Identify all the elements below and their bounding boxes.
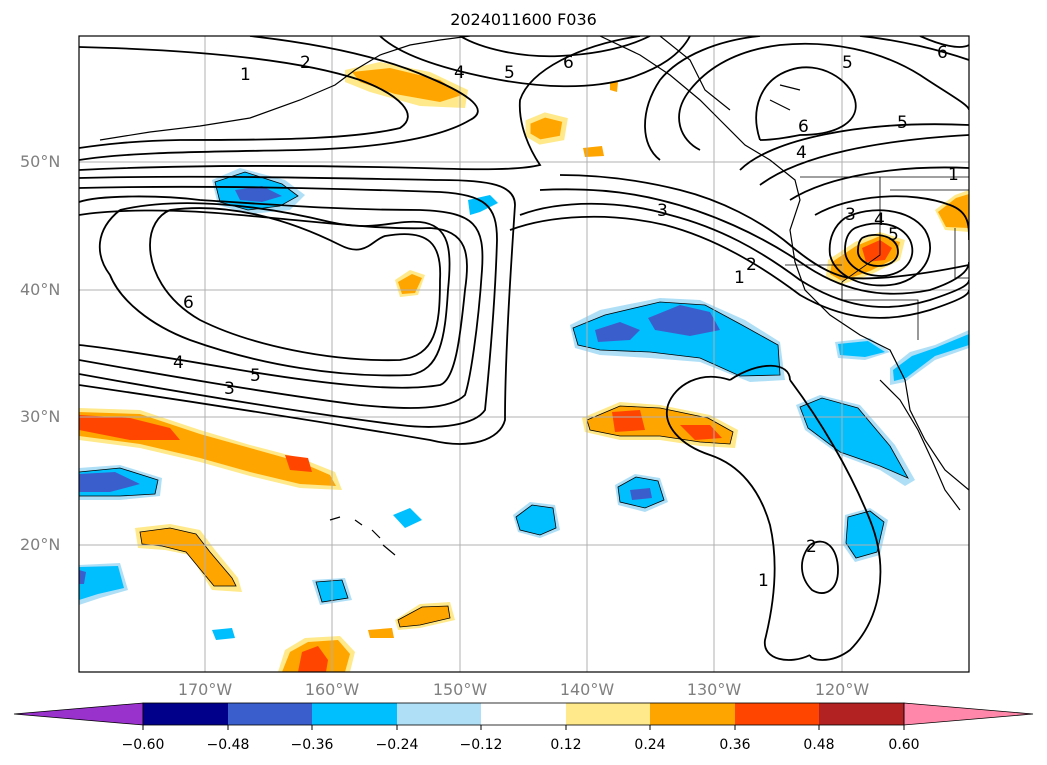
contour-label: 3 bbox=[657, 201, 668, 221]
lon-label: 150°W bbox=[432, 680, 488, 699]
borders bbox=[785, 176, 969, 340]
colorbar-extend-high bbox=[903, 702, 1034, 726]
colorbar-segment bbox=[397, 703, 481, 725]
colorbar-tick-label: 0.36 bbox=[719, 737, 751, 753]
colorbar-tick-label: −0.24 bbox=[375, 737, 419, 753]
anomaly-outlines bbox=[79, 171, 909, 628]
lon-label: 140°W bbox=[559, 680, 615, 699]
contour-label: 1 bbox=[734, 268, 745, 288]
contour-label: 6 bbox=[937, 43, 948, 63]
colorbar-tick-label: 0.60 bbox=[888, 737, 920, 753]
contour-label: 6 bbox=[798, 117, 809, 137]
colorbar-extend-low bbox=[13, 702, 144, 726]
contour-label: 6 bbox=[183, 293, 194, 313]
colorbar-segment bbox=[143, 703, 228, 725]
map-frame bbox=[78, 35, 970, 673]
contour-label: 1 bbox=[240, 65, 251, 85]
contour-label: 2 bbox=[806, 537, 817, 557]
colorbar-tick-label: 0.24 bbox=[634, 737, 666, 753]
contour-label: 5 bbox=[842, 53, 853, 73]
contour-label-group: 1 2 4 5 6 5 6 6 5 4 3 2 1 1 3 4 5 6 4 5 … bbox=[173, 43, 959, 591]
colorbar-segment bbox=[735, 703, 819, 725]
colorbar-tick-label: 0.12 bbox=[550, 737, 582, 753]
contour-label: 1 bbox=[758, 571, 769, 591]
contour-label: 1 bbox=[948, 165, 959, 185]
contour-label: 4 bbox=[173, 353, 184, 373]
contour-label: 3 bbox=[845, 205, 856, 225]
contour-label: 4 bbox=[874, 210, 885, 230]
contour-lines bbox=[79, 36, 969, 661]
map-plot-area: 1 2 4 5 6 5 6 6 5 4 3 2 1 1 3 4 5 6 4 5 … bbox=[79, 36, 969, 672]
colorbar-tick-label: 0.48 bbox=[803, 737, 835, 753]
colorbar-tick-label: −0.60 bbox=[121, 737, 165, 753]
lat-label: 40°N bbox=[20, 280, 61, 299]
map-title: 2024011600 F036 bbox=[450, 10, 597, 29]
colorbar-segment bbox=[650, 703, 735, 725]
lon-label: 160°W bbox=[304, 680, 360, 699]
colorbar bbox=[13, 702, 1034, 730]
lon-label: 170°W bbox=[177, 680, 233, 699]
contour-label: 3 bbox=[224, 379, 235, 399]
colorbar-tick-label: −0.12 bbox=[459, 737, 503, 753]
contour-label: 4 bbox=[796, 143, 807, 163]
colorbar-segment bbox=[819, 703, 904, 725]
lat-label: 20°N bbox=[20, 535, 61, 554]
lat-label: 50°N bbox=[20, 152, 61, 171]
lon-label: 120°W bbox=[814, 680, 870, 699]
lat-label: 30°N bbox=[20, 407, 61, 426]
contour-label: 5 bbox=[250, 366, 261, 386]
coastlines bbox=[99, 36, 969, 556]
colorbar-segment bbox=[228, 703, 312, 725]
colorbar-tick-label: −0.36 bbox=[290, 737, 334, 753]
colorbar-segment bbox=[312, 703, 397, 725]
contour-label: 5 bbox=[504, 63, 515, 83]
contour-label: 2 bbox=[300, 53, 311, 73]
contour-label: 2 bbox=[746, 255, 757, 275]
contour-label: 5 bbox=[888, 225, 899, 245]
colorbar-segment bbox=[566, 703, 650, 725]
lon-label: 130°W bbox=[686, 680, 742, 699]
contour-label: 6 bbox=[563, 53, 574, 73]
colorbar-segment bbox=[481, 703, 566, 725]
graticule bbox=[79, 36, 969, 672]
anomaly-fills bbox=[79, 62, 969, 672]
contour-label: 4 bbox=[454, 63, 465, 83]
colorbar-tick-label: −0.48 bbox=[206, 737, 250, 753]
contour-label: 5 bbox=[897, 113, 908, 133]
